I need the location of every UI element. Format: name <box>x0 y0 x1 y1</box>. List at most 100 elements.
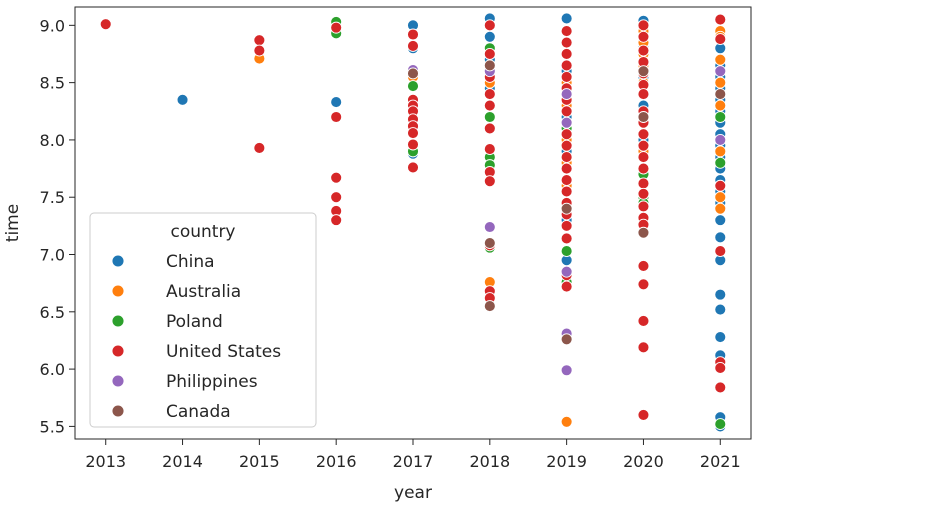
point-canada <box>637 226 650 239</box>
legend-box <box>89 212 317 428</box>
y-axis: 5.5 6.0 6.5 7.0 7.5 8.0 8.5 9.0 <box>40 16 75 436</box>
point-united-states <box>560 59 573 72</box>
legend-marker-united-states <box>111 344 125 358</box>
point-canada <box>483 59 496 72</box>
point-united-states <box>483 122 496 135</box>
legend-label-china: China <box>166 252 215 272</box>
x-axis-label: year <box>394 483 432 503</box>
point-united-states <box>714 179 727 192</box>
point-united-states <box>637 30 650 43</box>
x-tick-label: 2017 <box>393 452 434 471</box>
point-united-states <box>560 25 573 38</box>
point-united-states <box>637 88 650 101</box>
y-tick-label: 7.0 <box>40 246 65 265</box>
point-poland <box>560 245 573 258</box>
point-united-states <box>330 214 343 227</box>
point-united-states <box>330 171 343 184</box>
legend-marker-australia <box>111 284 125 298</box>
point-united-states <box>253 44 266 57</box>
point-united-states <box>483 143 496 156</box>
point-united-states <box>560 280 573 293</box>
point-china <box>714 288 727 301</box>
point-canada <box>714 88 727 101</box>
point-china <box>714 303 727 316</box>
y-tick-label: 6.5 <box>40 303 65 322</box>
point-united-states <box>483 88 496 101</box>
x-tick-label: 2020 <box>623 452 664 471</box>
point-china <box>560 12 573 25</box>
point-united-states <box>407 127 419 139</box>
point-china <box>714 214 727 227</box>
point-australia <box>714 145 727 158</box>
point-united-states <box>637 260 650 272</box>
point-philippines <box>483 221 496 233</box>
point-china <box>714 231 727 244</box>
legend-marker-china <box>111 254 125 268</box>
point-united-states <box>483 175 496 188</box>
point-canada <box>483 300 496 313</box>
point-united-states <box>560 219 573 232</box>
point-united-states <box>637 341 650 354</box>
point-philippines <box>560 116 573 129</box>
point-united-states <box>560 185 573 198</box>
legend-title: country <box>170 222 235 242</box>
point-australia <box>714 202 727 215</box>
legend-marker-canada <box>111 404 125 418</box>
point-united-states <box>637 315 650 327</box>
legend-label-philippines: Philippines <box>166 372 258 392</box>
point-united-states <box>560 232 573 245</box>
point-united-states <box>330 21 343 34</box>
point-united-states <box>714 362 727 374</box>
point-philippines <box>560 265 573 278</box>
point-united-states <box>560 151 573 164</box>
x-tick-label: 2021 <box>700 452 741 471</box>
point-united-states <box>637 408 650 421</box>
point-united-states <box>330 111 343 123</box>
point-canada <box>407 67 419 80</box>
point-united-states <box>560 105 573 118</box>
point-china <box>330 96 343 109</box>
point-united-states <box>560 139 573 152</box>
y-tick-label: 7.5 <box>40 188 65 207</box>
point-canada <box>637 65 650 78</box>
point-united-states <box>714 13 727 26</box>
legend: country China Australia Poland United State… <box>89 212 317 428</box>
point-china <box>176 93 189 106</box>
y-tick-label: 9.0 <box>40 16 65 35</box>
point-united-states <box>560 36 573 49</box>
x-tick-label: 2018 <box>469 452 510 471</box>
legend-label-australia: Australia <box>166 282 241 302</box>
y-axis-label: time <box>3 204 23 242</box>
point-poland <box>407 80 419 93</box>
point-united-states <box>253 141 266 154</box>
point-united-states <box>637 162 650 175</box>
point-united-states <box>560 48 573 60</box>
point-australia <box>714 53 727 66</box>
point-united-states <box>714 381 727 394</box>
point-china <box>714 331 727 343</box>
y-tick-label: 6.0 <box>40 360 65 379</box>
point-united-states <box>637 187 650 200</box>
point-united-states <box>407 40 419 52</box>
point-australia <box>714 191 727 204</box>
point-united-states <box>407 138 419 151</box>
point-united-states <box>637 19 650 32</box>
point-canada <box>560 333 573 346</box>
point-poland <box>483 111 496 123</box>
point-united-states <box>637 139 650 152</box>
legend-marker-poland <box>111 314 125 328</box>
legend-label-poland: Poland <box>166 312 223 332</box>
point-united-states <box>637 44 650 57</box>
point-australia <box>560 415 573 428</box>
point-philippines <box>560 88 573 101</box>
point-united-states <box>483 19 496 32</box>
point-philippines <box>560 364 573 377</box>
legend-label-canada: Canada <box>166 402 231 422</box>
point-poland <box>714 111 727 123</box>
point-united-states <box>407 28 419 41</box>
point-united-states <box>483 99 496 112</box>
point-united-states <box>560 162 573 175</box>
point-united-states <box>560 174 573 186</box>
x-tick-label: 2019 <box>546 452 587 471</box>
